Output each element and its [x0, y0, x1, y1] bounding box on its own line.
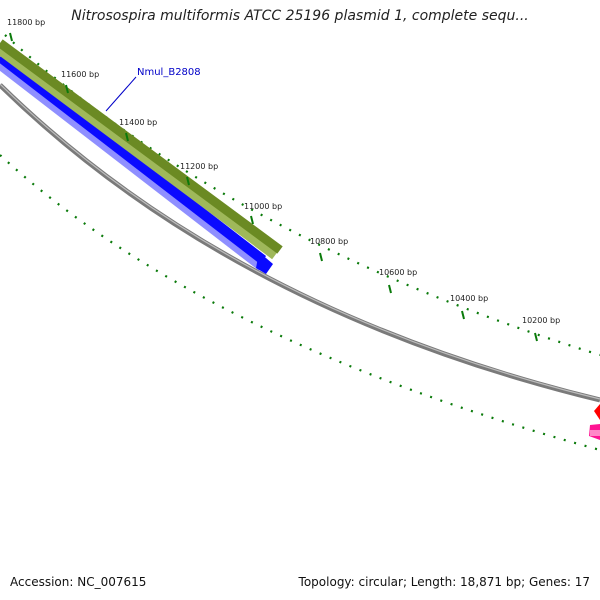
tick-label: 10800 bp	[310, 237, 348, 246]
outer-tick-ring	[4, 34, 600, 357]
major-tick-mark	[186, 176, 190, 186]
major-tick-mark	[388, 284, 392, 294]
gene-callout-line	[105, 76, 137, 112]
tick-label: 11400 bp	[119, 118, 157, 127]
red-gene-feature	[594, 404, 600, 420]
tick-label: 10400 bp	[450, 294, 488, 303]
olive-feature	[0, 39, 283, 254]
tick-label: 11000 bp	[244, 202, 282, 211]
tick-label: 11600 bp	[61, 70, 99, 79]
gene-label: Nmul_B2808	[137, 67, 201, 78]
tick-label: 10200 bp	[522, 316, 560, 325]
major-tick-mark	[125, 132, 129, 142]
major-tick-mark	[65, 84, 69, 94]
tick-label: 11200 bp	[180, 162, 218, 171]
blue-gene-arrowhead	[256, 252, 273, 274]
major-tick-mark	[319, 252, 323, 262]
inner-tick-ring	[0, 154, 600, 452]
accession-text: Accession: NC_007615	[10, 575, 147, 589]
blue-gene-feature	[0, 53, 267, 264]
major-tick-mark	[9, 32, 13, 42]
genome-summary-text: Topology: circular; Length: 18,871 bp; G…	[298, 575, 590, 589]
major-tick-group	[9, 32, 538, 342]
pink-gene-feature-light	[590, 430, 600, 436]
backbone-line-highlight	[0, 83, 600, 400]
backbone-line	[0, 83, 600, 403]
major-tick-mark	[250, 215, 254, 225]
major-tick-mark	[461, 310, 465, 320]
map-title: Nitrosospira multiformis ATCC 25196 plas…	[71, 8, 529, 24]
major-tick-mark	[534, 332, 538, 342]
tick-label: 11800 bp	[7, 18, 45, 27]
tick-label: 10600 bp	[379, 268, 417, 277]
